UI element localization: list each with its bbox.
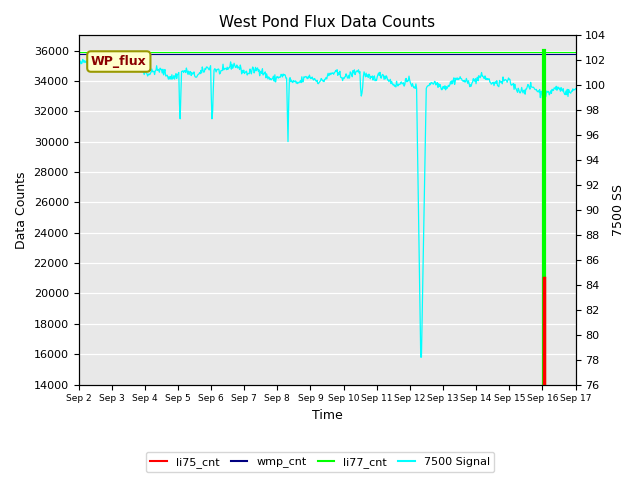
Y-axis label: Data Counts: Data Counts (15, 171, 28, 249)
X-axis label: Time: Time (312, 409, 342, 422)
Title: West Pond Flux Data Counts: West Pond Flux Data Counts (219, 15, 435, 30)
Legend: li75_cnt, wmp_cnt, li77_cnt, 7500 Signal: li75_cnt, wmp_cnt, li77_cnt, 7500 Signal (146, 452, 494, 472)
Text: WP_flux: WP_flux (91, 55, 147, 68)
Y-axis label: 7500 SS: 7500 SS (612, 184, 625, 236)
